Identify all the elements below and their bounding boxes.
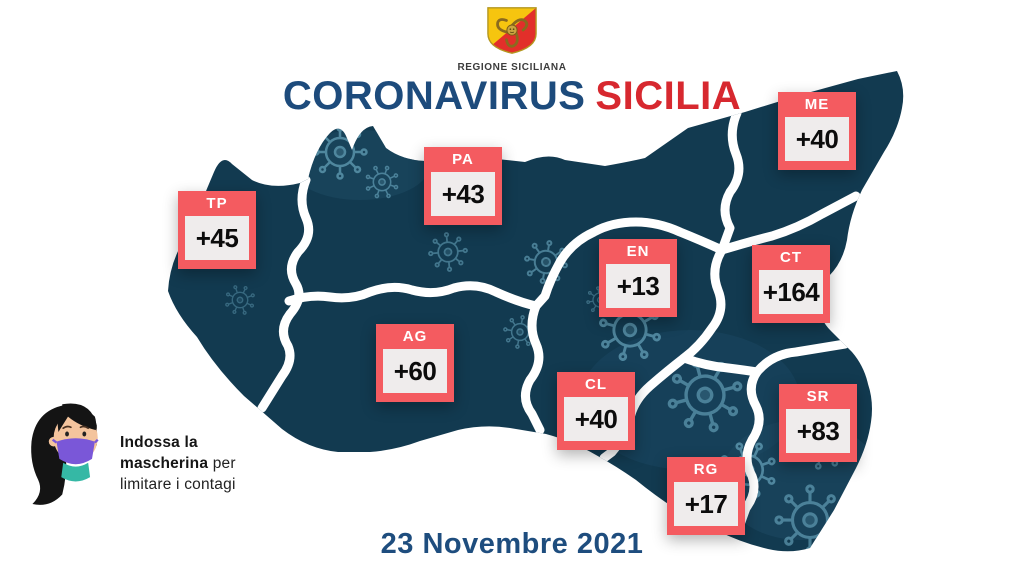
province-card-ct: CT +164 (752, 245, 830, 323)
province-value-text: +40 (795, 123, 839, 154)
province-code: SR (806, 388, 830, 405)
province-card-sr: SR +83 (779, 384, 857, 462)
province-card-rg: RG +17 (667, 457, 745, 535)
date-label: 23 Novembre 2021 (380, 528, 644, 560)
province-code: PA (452, 151, 474, 168)
trinacria-icon (496, 18, 529, 48)
province-value: +43 (431, 172, 495, 216)
province-code: EN (626, 243, 650, 260)
province-value: +164 (759, 270, 823, 314)
psa-line3: limitare i contagi (120, 476, 236, 493)
logo-caption: REGIONE SICILIANA (457, 62, 567, 73)
province-value: +13 (606, 264, 670, 308)
province-card-cl: CL +40 (557, 372, 635, 450)
province-value: +40 (564, 397, 628, 441)
province-code: RG (693, 461, 719, 478)
page-title: CORONAVIRUS SICILIA (0, 74, 1024, 119)
province-value: +83 (786, 409, 850, 453)
province-value-text: +164 (762, 276, 820, 307)
province-value-text: +40 (574, 403, 618, 434)
psa-block: Indossa la mascherina per limitare i con… (20, 398, 300, 528)
province-code: TP (206, 195, 228, 212)
province-value-text: +60 (393, 355, 437, 386)
province-value-text: +13 (616, 270, 660, 301)
province-value-text: +43 (441, 178, 485, 209)
province-code: CT (780, 249, 802, 266)
province-value: +40 (785, 117, 849, 161)
psa-line2-bold: mascherina (120, 455, 209, 472)
province-code: ME (804, 96, 830, 113)
province-card-tp: TP +45 (178, 191, 256, 269)
psa-line1: Indossa la (120, 434, 198, 451)
province-code: AG (402, 328, 428, 345)
psa-text: Indossa la mascherina per limitare i con… (120, 432, 236, 495)
province-value-text: +17 (684, 488, 728, 519)
province-value-text: +45 (195, 222, 239, 253)
province-card-ag: AG +60 (376, 324, 454, 402)
province-value: +17 (674, 482, 738, 526)
regione-siciliana-crest-icon (487, 7, 537, 54)
title-sicilia: SICILIA (595, 74, 742, 118)
province-card-me: ME +40 (778, 92, 856, 170)
province-value-text: +83 (796, 415, 840, 446)
province-card-en: EN +13 (599, 239, 677, 317)
title-coronavirus: CORONAVIRUS (282, 74, 586, 118)
province-value: +45 (185, 216, 249, 260)
psa-line2-regular: per (212, 455, 236, 472)
masked-person-icon (31, 403, 99, 505)
province-code: CL (585, 376, 607, 393)
province-card-pa: PA +43 (424, 147, 502, 225)
region-logo: REGIONE SICILIANA (0, 6, 1024, 73)
province-value: +60 (383, 349, 447, 393)
